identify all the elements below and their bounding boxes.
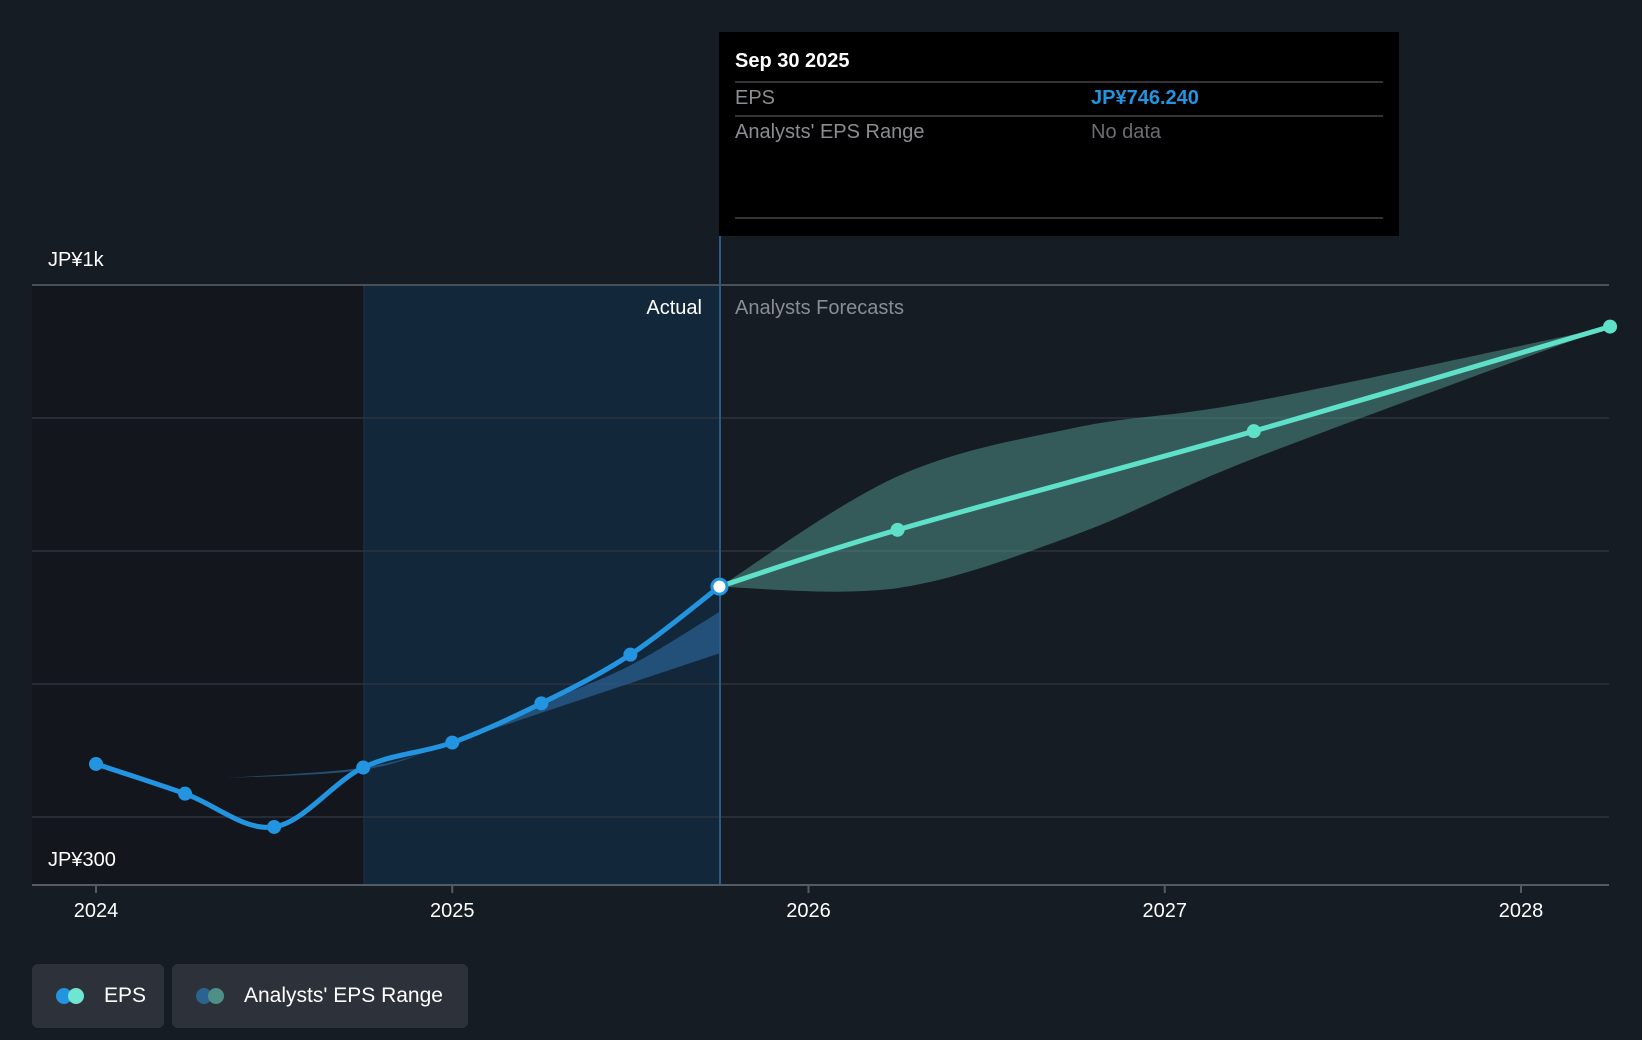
eps-point — [356, 760, 371, 775]
eps-forecast-line — [716, 324, 1613, 590]
legend-eps-label: EPS — [104, 984, 147, 1007]
forecast-point — [890, 522, 905, 537]
tooltip-eps-label: EPS — [735, 87, 776, 109]
tooltip-row-range: Analysts' EPS Range No data — [735, 115, 1383, 151]
forecast-point — [1603, 319, 1618, 334]
legend-range[interactable]: Analysts' EPS Range — [172, 964, 468, 1028]
x-tick-label: 2025 — [430, 900, 475, 922]
actual-highlight — [364, 285, 720, 885]
legend-eps[interactable]: EPS — [32, 964, 164, 1028]
forecast-point — [1246, 424, 1261, 439]
tooltip-date: Sep 30 2025 — [735, 50, 850, 72]
eps-legend-icon — [56, 988, 86, 1004]
eps-point — [267, 819, 282, 834]
tooltip-eps-value: JP¥746.240 — [1091, 87, 1199, 109]
legend-range-label: Analysts' EPS Range — [244, 984, 443, 1007]
tooltip: Sep 30 2025 EPS JP¥746.240 Analysts' EPS… — [719, 32, 1399, 236]
eps-point — [178, 786, 193, 801]
range-legend-icon — [196, 988, 226, 1004]
x-tick-label: 2024 — [74, 900, 119, 922]
x-tick-label: 2026 — [786, 900, 831, 922]
x-tick-label: 2027 — [1143, 900, 1188, 922]
forecast-label: Analysts Forecasts — [735, 297, 904, 319]
eps-point — [534, 696, 549, 711]
y-label-bottom: JP¥300 — [48, 849, 116, 871]
eps-point-selected — [710, 577, 729, 596]
tooltip-range-value: No data — [1091, 121, 1162, 143]
tooltip-row-eps: EPS JP¥746.240 — [735, 81, 1383, 117]
eps-point — [89, 756, 103, 771]
past-shade — [32, 285, 364, 885]
actual-label: Actual — [646, 297, 702, 319]
eps-point — [445, 735, 460, 750]
tooltip-range-label: Analysts' EPS Range — [735, 121, 925, 143]
y-label-top: JP¥1k — [48, 249, 104, 271]
x-tick-label: 2028 — [1499, 900, 1544, 922]
eps-point — [623, 647, 638, 662]
